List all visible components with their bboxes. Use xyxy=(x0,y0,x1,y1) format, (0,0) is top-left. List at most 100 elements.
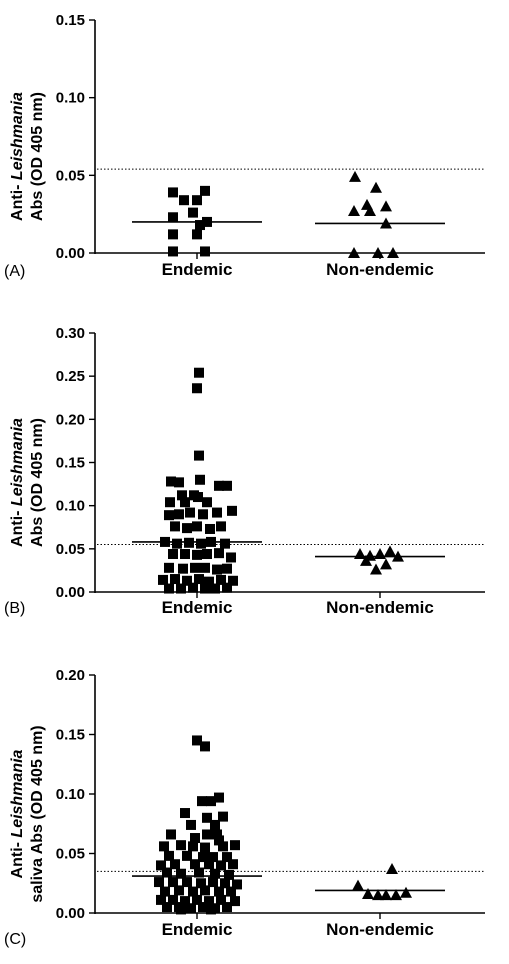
data-point-square xyxy=(216,860,226,871)
data-point-square xyxy=(216,521,226,532)
data-point-square xyxy=(204,576,214,587)
data-point-square xyxy=(192,735,202,746)
data-point-square xyxy=(214,835,224,846)
data-point-square xyxy=(202,829,212,840)
data-point-square xyxy=(218,811,228,822)
y-tick-label: 0.05 xyxy=(56,846,85,863)
y-tick-label: 0.00 xyxy=(56,905,85,922)
data-point-square xyxy=(204,896,214,907)
data-point-square xyxy=(227,505,237,516)
data-point-triangle xyxy=(372,247,384,258)
y-tick-label: 0.00 xyxy=(56,584,85,601)
data-point-triangle xyxy=(400,886,412,898)
x-category-label: Non-endemic xyxy=(326,920,434,939)
y-axis-title-line2: Abs (OD 405 nm) xyxy=(29,92,46,221)
data-point-square xyxy=(176,840,186,851)
data-point-square xyxy=(174,477,184,488)
data-point-square xyxy=(198,902,208,913)
data-point-square xyxy=(200,741,210,752)
data-point-square xyxy=(200,185,210,196)
y-axis-title-line1-italic: Leishmania xyxy=(9,749,26,837)
y-tick-label: 0.25 xyxy=(56,368,85,385)
panel-1: 0.00 0.05 0.10 0.15 0.20 0.25 0.30 Endemic Non-e… xyxy=(4,325,485,617)
panel-label: (B) xyxy=(4,600,25,617)
data-point-square xyxy=(200,842,210,853)
data-point-square xyxy=(186,903,196,914)
panel-label: (C) xyxy=(4,931,26,948)
data-point-square xyxy=(216,894,226,905)
data-point-square xyxy=(222,563,232,574)
data-point-square xyxy=(168,877,178,888)
data-point-square xyxy=(192,549,202,560)
y-axis-title-line1-prefix: Anti- xyxy=(9,180,26,221)
data-point-triangle xyxy=(348,205,360,217)
data-point-square xyxy=(212,507,222,518)
data-point-square xyxy=(160,886,170,897)
data-point-triangle xyxy=(372,889,384,901)
data-point-square xyxy=(222,582,232,593)
data-point-triangle xyxy=(352,879,364,891)
data-point-triangle xyxy=(384,545,396,557)
data-point-square xyxy=(158,574,168,585)
data-point-triangle xyxy=(380,889,392,901)
y-tick-label: 0.10 xyxy=(56,786,85,803)
y-axis-title-line1-italic: Leishmania xyxy=(9,92,26,180)
data-point-square xyxy=(197,796,207,807)
y-tick-label: 0.20 xyxy=(56,667,85,684)
data-point-square xyxy=(202,497,212,508)
data-point-square xyxy=(216,574,226,585)
data-point-square xyxy=(218,841,228,852)
panel-0: 0.00 0.05 0.10 0.15 Endemic Non-endemic Anti- … xyxy=(4,12,485,280)
data-point-square xyxy=(178,563,188,574)
data-point-square xyxy=(164,850,174,861)
data-point-square xyxy=(200,246,210,257)
y-tick-label: 0.15 xyxy=(56,455,85,472)
x-category-label: Non-endemic xyxy=(326,260,434,279)
data-point-square xyxy=(212,564,222,575)
y-axis-title-line1-prefix: Anti- xyxy=(9,506,26,547)
x-category-label: Endemic xyxy=(162,260,233,279)
data-point-triangle xyxy=(386,862,398,874)
data-point-square xyxy=(206,796,216,807)
data-point-square xyxy=(192,894,202,905)
data-point-square xyxy=(194,867,204,878)
data-point-square xyxy=(188,886,198,897)
data-point-square xyxy=(166,476,176,487)
data-point-square xyxy=(154,877,164,888)
data-point-square xyxy=(195,220,205,231)
data-point-square xyxy=(162,902,172,913)
y-axis-title-line2: Abs (OD 405 nm) xyxy=(29,418,46,547)
data-point-square xyxy=(184,537,194,548)
data-point-square xyxy=(220,538,230,549)
data-point-square xyxy=(168,246,178,257)
data-point-triangle xyxy=(370,563,382,575)
data-point-square xyxy=(214,548,224,559)
data-point-square xyxy=(214,886,224,897)
data-point-square xyxy=(180,896,190,907)
data-point-square xyxy=(196,878,206,889)
data-point-square xyxy=(194,574,204,585)
data-point-square xyxy=(170,574,180,585)
data-point-square xyxy=(202,812,212,823)
y-axis-title-line2: saliva Abs (OD 405 nm) xyxy=(29,725,46,902)
data-point-square xyxy=(204,859,214,870)
data-point-square xyxy=(226,552,236,563)
x-category-label: Endemic xyxy=(162,598,233,617)
x-category-label: Non-endemic xyxy=(326,598,434,617)
data-point-square xyxy=(168,212,178,223)
data-point-triangle xyxy=(362,887,374,899)
data-point-square xyxy=(170,521,180,532)
y-tick-label: 0.00 xyxy=(56,245,85,262)
data-point-square xyxy=(200,583,210,594)
data-point-square xyxy=(159,841,169,852)
y-tick-label: 0.10 xyxy=(56,90,85,107)
data-point-square xyxy=(180,549,190,560)
data-point-square xyxy=(168,187,178,198)
data-point-square xyxy=(200,885,210,896)
data-point-square xyxy=(222,480,232,491)
data-point-square xyxy=(164,583,174,594)
y-axis-title: Anti- Leishmania Abs (OD 405 nm) xyxy=(9,418,46,547)
data-point-square xyxy=(212,829,222,840)
data-point-square xyxy=(168,549,178,560)
data-point-square xyxy=(172,538,182,549)
